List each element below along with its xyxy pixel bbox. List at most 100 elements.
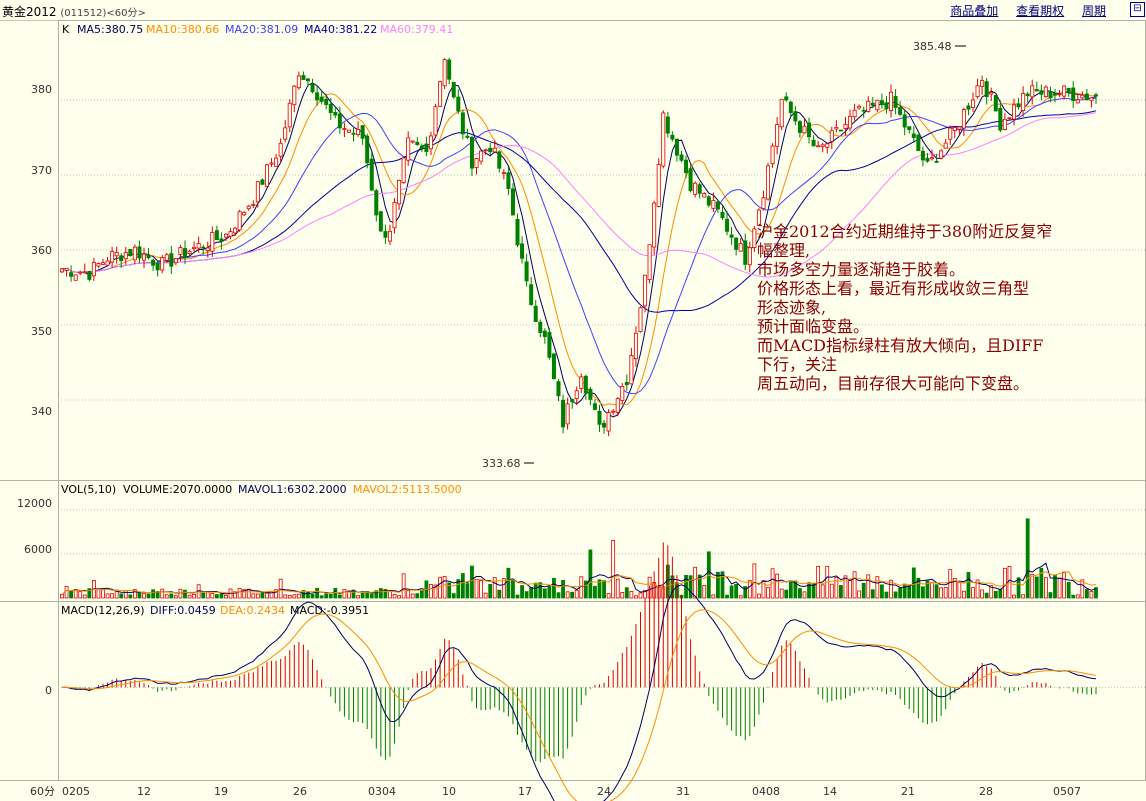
- candle-body: [756, 209, 761, 226]
- candle-body: [64, 267, 69, 271]
- volume-bar: [101, 589, 105, 599]
- legend-ma20: MA20:381.09: [225, 23, 298, 36]
- volume-bar: [957, 581, 962, 599]
- candle-body: [784, 96, 789, 101]
- candle-body: [383, 231, 388, 238]
- volume-bar: [916, 577, 921, 599]
- candle-body: [228, 231, 233, 237]
- candle-body: [283, 127, 288, 140]
- volume-bar: [524, 591, 529, 599]
- candle-body: [684, 159, 689, 174]
- overlay-link[interactable]: 商品叠加: [950, 4, 999, 18]
- mavol10-line: [61, 571, 1097, 595]
- candle-body: [187, 250, 192, 255]
- candle-body: [775, 124, 780, 147]
- instrument-name: 黄金2012: [2, 5, 57, 19]
- candle-body: [674, 138, 679, 156]
- volume-bar: [902, 583, 907, 599]
- volume-bar: [378, 588, 383, 599]
- candle-body: [1094, 94, 1099, 97]
- candle-body: [565, 403, 570, 425]
- annotation-line: 下行，关注: [757, 355, 838, 374]
- volume-bar: [397, 595, 401, 599]
- volume-bar: [989, 585, 994, 599]
- candle-body: [688, 168, 693, 192]
- x-label: 19: [214, 785, 228, 798]
- ma5-line: [61, 82, 1097, 418]
- candle-body: [287, 102, 292, 128]
- volume-bar: [597, 579, 602, 599]
- volume-bar: [110, 593, 115, 599]
- volume-bar: [971, 587, 975, 599]
- candle-body: [73, 274, 78, 281]
- volume-bar: [73, 588, 78, 599]
- candle-body: [592, 403, 597, 410]
- candle-body: [100, 262, 105, 265]
- kline-chart[interactable]: K MA5:380.75 MA10:380.66 MA20:381.09 MA4…: [0, 20, 1146, 801]
- volume-bar: [1025, 518, 1030, 599]
- candle-body: [706, 196, 711, 206]
- candle-body: [957, 126, 962, 130]
- volume-bar: [265, 592, 269, 599]
- volume-bar: [843, 575, 848, 599]
- volume-bar: [1062, 571, 1067, 599]
- annotation-line: 预计面临变盘。: [757, 317, 870, 336]
- candle-body: [747, 247, 752, 266]
- volume-bar: [351, 589, 356, 599]
- annotation-line: 而MACD指标绿柱有放大倾向，且DIFF: [757, 336, 1044, 355]
- volume-bar: [925, 580, 930, 599]
- volume-bar: [738, 595, 743, 599]
- candle-body: [1025, 93, 1030, 97]
- volume-bar: [702, 585, 707, 599]
- candle-body: [542, 330, 547, 337]
- candle-body: [551, 353, 556, 380]
- candle-body: [210, 232, 215, 252]
- volume-bar: [315, 587, 319, 599]
- volume-bar: [383, 589, 388, 599]
- candle-body: [410, 140, 415, 143]
- options-link[interactable]: 查看期权: [1016, 4, 1065, 18]
- high-price-label: 385.48: [913, 40, 952, 53]
- candle-body: [155, 262, 160, 271]
- volume-bar: [483, 592, 488, 599]
- volume-bar: [1071, 594, 1076, 599]
- candle-body: [351, 132, 356, 135]
- candle-body: [934, 160, 939, 163]
- macd-bars: [61, 542, 1097, 801]
- volume-bar: [160, 588, 165, 599]
- volume-bar: [921, 586, 925, 599]
- candle-body: [766, 165, 771, 200]
- candle-body: [729, 234, 734, 238]
- candle-body: [178, 247, 183, 255]
- annotation-line: 市场多空力量逐渐趋于胶着。: [757, 260, 966, 279]
- volume-bar: [1084, 589, 1089, 599]
- candle-body: [848, 115, 853, 129]
- volume-bar: [242, 589, 247, 599]
- candle-body: [971, 99, 976, 108]
- candle-body: [378, 211, 383, 232]
- volume-bar: [634, 595, 638, 599]
- annotation-line: 沪金2012合约近期维持于380附近反复窄: [757, 222, 1053, 241]
- candle-body: [665, 116, 670, 134]
- volume-bar: [875, 576, 880, 599]
- candle-body: [60, 268, 65, 273]
- volume-bar: [306, 591, 310, 599]
- period-link[interactable]: 周期: [1081, 4, 1106, 18]
- ma20-line: [61, 96, 1097, 395]
- volume-bar: [743, 586, 748, 599]
- volume-bar: [829, 583, 834, 599]
- volume-bar: [164, 594, 169, 599]
- restore-icon[interactable]: ⊟: [1130, 2, 1145, 17]
- candle-body: [264, 164, 269, 187]
- candle-body: [1048, 91, 1053, 99]
- candle-body: [442, 59, 447, 87]
- candle-body: [725, 218, 730, 232]
- volume-bar: [333, 588, 338, 599]
- candle-body: [811, 139, 816, 147]
- candle-body: [214, 230, 219, 241]
- volume-bar: [128, 594, 133, 599]
- candle-body: [260, 179, 265, 185]
- volume-bar: [975, 579, 980, 599]
- volume-bar: [966, 572, 971, 599]
- candle-body: [524, 261, 529, 282]
